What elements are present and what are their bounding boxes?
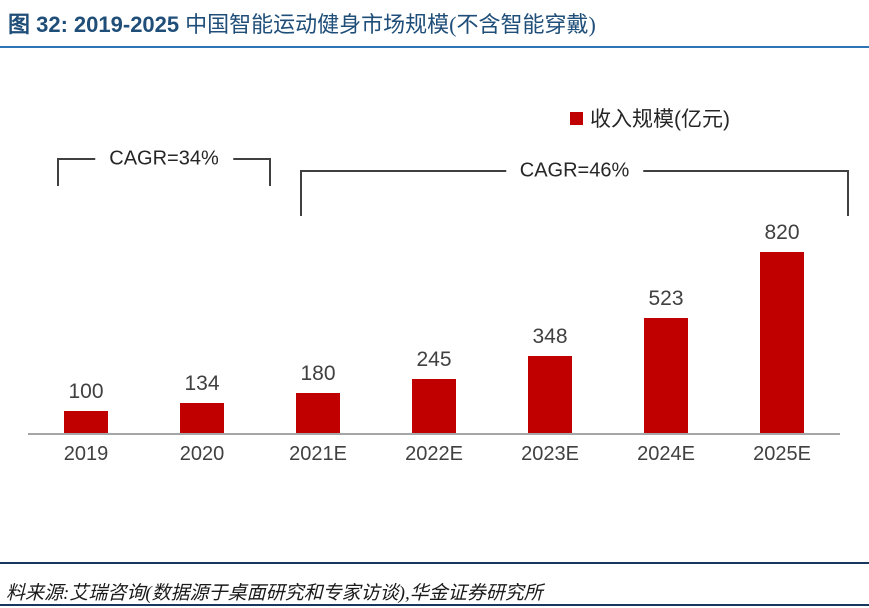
x-axis-label: 2025E (753, 443, 811, 465)
x-axis-labels: 2019 2020 2021E 2022E 2023E 2024E 2025E (28, 443, 840, 466)
bar-value-label: 180 (300, 362, 336, 385)
figure-title: 图 32: 2019-2025 中国智能运动健身市场规模(不含智能穿戴) (8, 12, 596, 38)
bar (412, 379, 456, 433)
title-underline (0, 46, 869, 48)
legend-label: 收入规模(亿元) (590, 108, 730, 131)
bar (760, 252, 804, 433)
cagr-label-left: CAGR=34% (95, 147, 233, 171)
x-axis-label: 2021E (289, 443, 347, 465)
bar (296, 393, 340, 433)
bar-column: 245 (376, 348, 492, 433)
bar-chart-plot-area: 100 134 180 245 348 523 820 (28, 200, 840, 435)
figure-title-text: 中国智能运动健身市场规模(不含智能穿戴) (185, 12, 596, 37)
bar (644, 318, 688, 433)
bar (64, 411, 108, 433)
bar (528, 356, 572, 433)
chart-legend: 收入规模(亿元) (570, 103, 730, 133)
cagr-label-right: CAGR=46% (505, 159, 644, 183)
figure-number: 图 32: (8, 12, 68, 37)
cagr-bracket-right: CAGR=46% (300, 159, 849, 216)
x-axis-label: 2023E (521, 443, 579, 465)
figure-title-range: 2019-2025 (73, 12, 180, 37)
bar-column: 100 (28, 380, 144, 433)
bar-column: 180 (260, 362, 376, 433)
bar-column: 348 (492, 325, 608, 433)
legend-swatch-icon (570, 111, 583, 125)
x-axis-label: 2019 (63, 443, 109, 465)
source-note: 料来源:艾瑞咨询(数据源于桌面研究和专家访谈),华金证券研究所 (6, 583, 543, 604)
bar-column: 523 (608, 287, 724, 433)
bar-value-label: 348 (532, 325, 568, 348)
bar-column: 820 (724, 221, 840, 433)
bar-value-label: 820 (764, 221, 800, 244)
bar-value-label: 523 (648, 287, 684, 310)
cagr-bracket-left: CAGR=34% (57, 147, 271, 186)
bottom-border (0, 604, 869, 606)
bar-value-label: 134 (184, 372, 220, 395)
x-axis-label: 2022E (405, 443, 463, 465)
bar-value-label: 100 (68, 380, 104, 403)
footer-divider (0, 562, 869, 564)
x-axis-label: 2020 (179, 443, 225, 465)
bar (180, 403, 224, 433)
bar-column: 134 (144, 372, 260, 433)
x-axis-label: 2024E (637, 443, 695, 465)
bar-value-label: 245 (416, 348, 452, 371)
